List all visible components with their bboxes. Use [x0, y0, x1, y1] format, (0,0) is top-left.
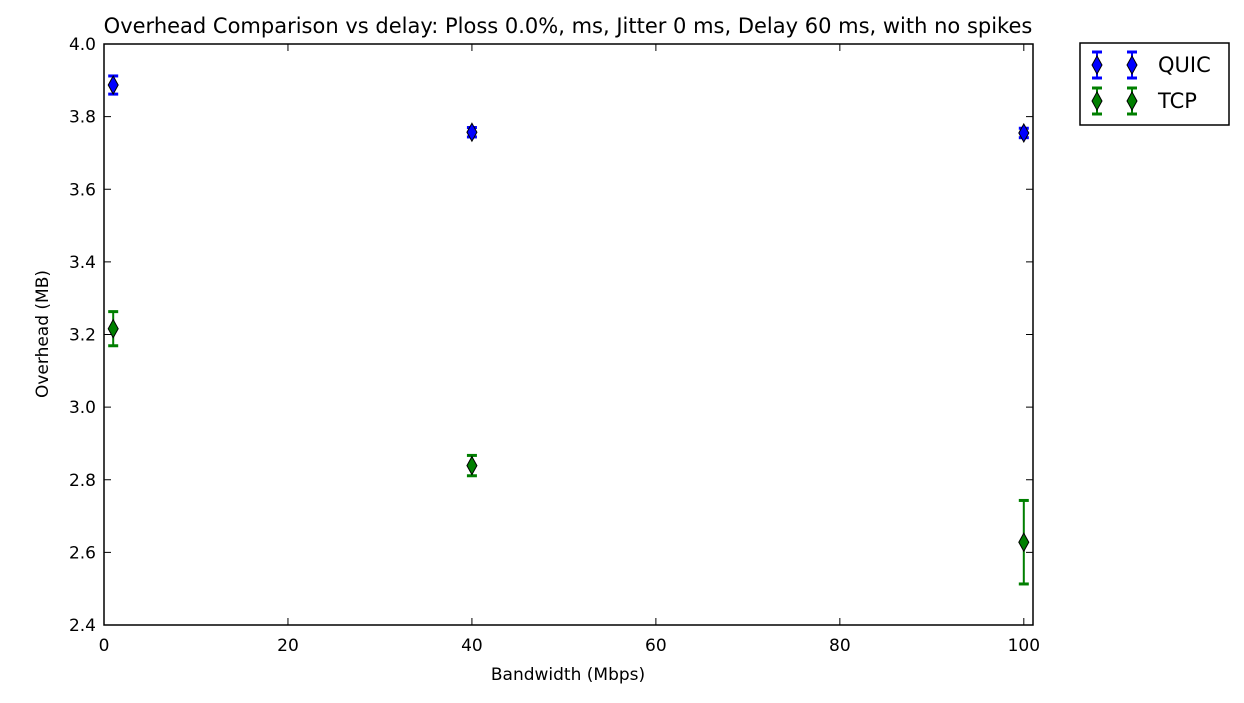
x-tick-label: 40 [461, 636, 483, 656]
data-point [466, 455, 478, 476]
series-tcp [107, 310, 1030, 586]
y-tick-label: 3.8 [69, 108, 96, 128]
y-tick-label: 4.0 [69, 35, 96, 55]
legend-box [1079, 42, 1230, 126]
legend: QUIC TCP [1079, 42, 1230, 126]
legend-marker [1126, 54, 1138, 76]
y-tick-label: 3.4 [69, 253, 96, 273]
x-tick-label: 20 [277, 636, 299, 656]
x-tick-label: 100 [1008, 636, 1040, 656]
y-tick-label: 3.2 [69, 326, 96, 346]
legend-label: QUIC [1158, 53, 1211, 77]
chart-title: Overhead Comparison vs delay: Ploss 0.0%… [104, 14, 1033, 38]
data-point [107, 318, 119, 339]
y-tick-label: 2.4 [69, 616, 96, 636]
data-point [1018, 122, 1030, 143]
y-tick-label: 3.0 [69, 398, 96, 418]
x-tick-label: 80 [829, 636, 851, 656]
x-axis-label: Bandwidth (Mbps) [491, 665, 645, 685]
y-tick-label: 3.6 [69, 180, 96, 200]
legend-marker [1091, 90, 1103, 112]
legend-label: TCP [1157, 89, 1197, 113]
data-point [1018, 532, 1030, 553]
plot-frame [103, 43, 1034, 626]
plot-area: 0 20 40 60 80 100 2.4 2.6 2.8 3.0 3.2 3.4 3.6 3.8 4.0 [69, 35, 1040, 656]
legend-marker [1126, 90, 1138, 112]
y-axis-label: Overhead (MB) [33, 270, 53, 398]
x-tick-label: 0 [99, 636, 110, 656]
legend-marker [1091, 54, 1103, 76]
y-tick-label: 2.6 [69, 543, 96, 563]
data-point [466, 122, 478, 143]
series-quic [107, 74, 1030, 143]
data-point [107, 75, 119, 96]
series-layer [107, 74, 1030, 586]
x-tick-label: 60 [645, 636, 667, 656]
y-tick-label: 2.8 [69, 471, 96, 491]
